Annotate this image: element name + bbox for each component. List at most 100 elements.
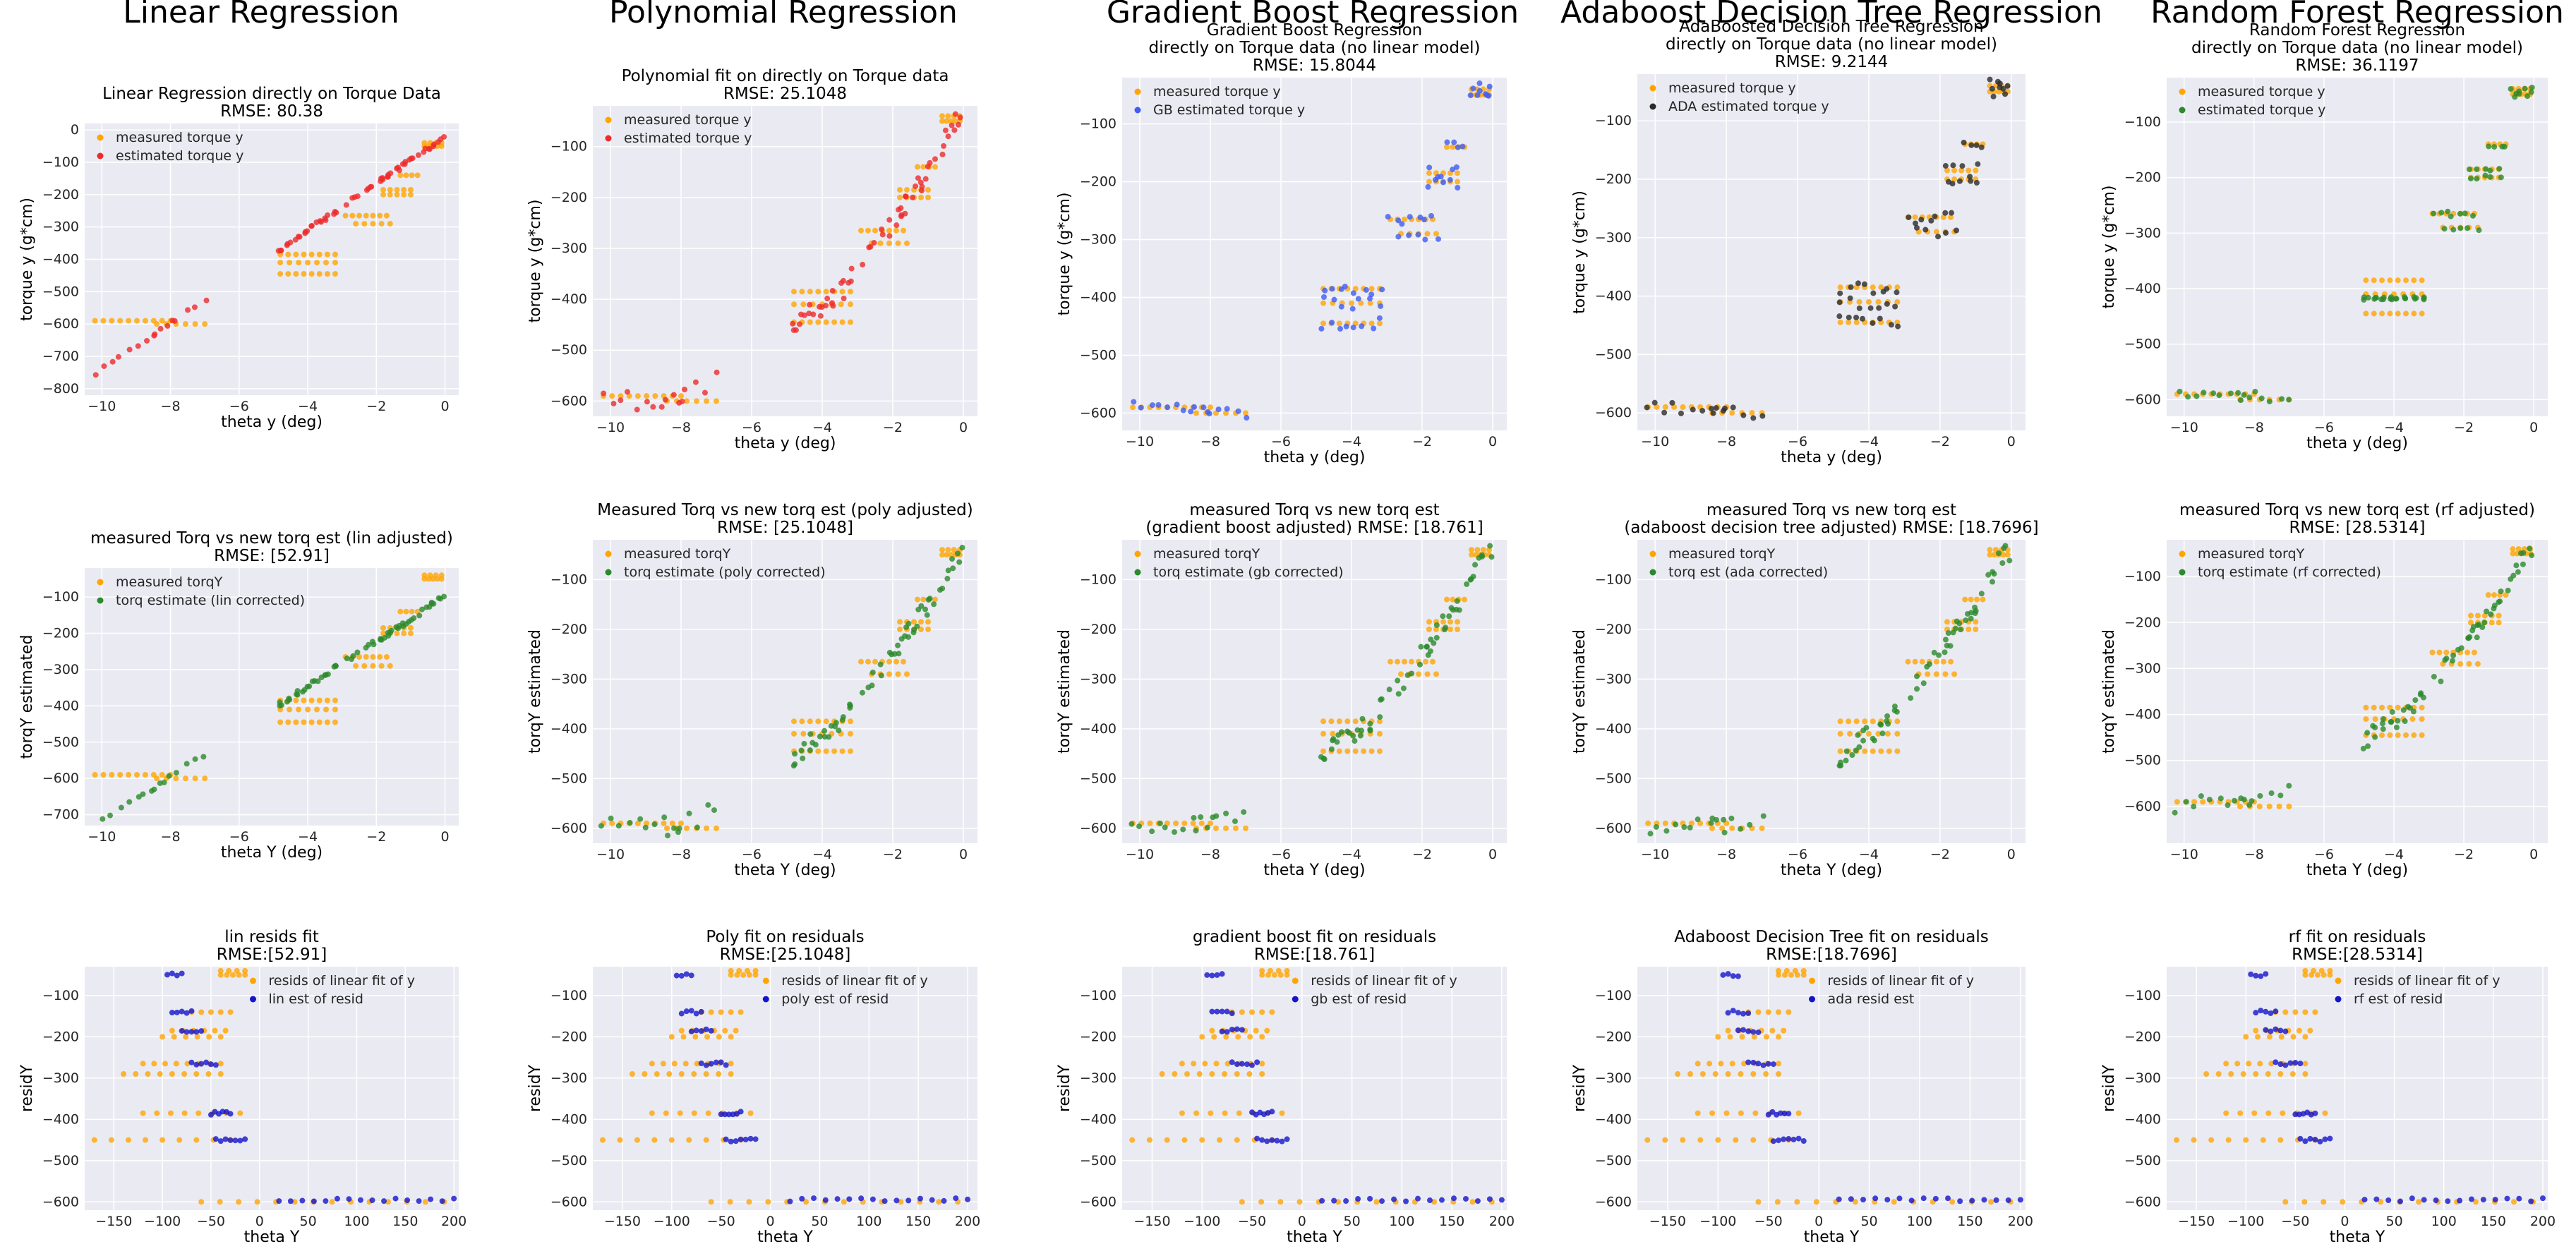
legend-marker [250,977,256,984]
data-point-blue [1447,176,1453,183]
data-point-orange [1269,1009,1275,1015]
data-point-red [415,152,421,158]
data-point-red [910,194,916,200]
data-point-orange [308,697,315,704]
data-point-dark_blue [2445,1198,2451,1204]
data-point-orange [714,398,719,404]
data-point-orange [2266,803,2273,809]
data-point-orange [1894,298,1901,305]
data-point-orange [1358,300,1364,306]
data-point-red [618,397,624,404]
data-point-blue [1138,404,1144,411]
data-point-orange [2416,1199,2422,1205]
data-point-green [2469,212,2476,219]
data-point-green [1991,571,1997,577]
data-point-red [949,122,955,128]
legend-label: measured torque y [2198,84,2325,99]
data-point-red [152,331,158,337]
data-point-orange [1974,596,1980,603]
data-point-orange [1469,552,1474,558]
data-point-orange [1948,214,1954,220]
y-tick-label: −300 [2124,660,2161,676]
x-axis-label: theta Y (deg) [2306,862,2408,879]
data-point-orange [2302,1061,2309,1067]
data-point-dark_blue [2480,1197,2486,1203]
data-point-dark_blue [1776,1137,1781,1144]
x-tick-label: −100 [1184,1214,1220,1229]
data-point-dark_blue [1219,1028,1225,1034]
x-tick-label: −50 [707,1214,735,1229]
data-point-dark_blue [2397,1198,2404,1204]
data-point-orange [1193,410,1199,416]
data-point-orange [378,221,385,227]
data-point-dark_blue [2297,1135,2304,1142]
data-point-green [2479,624,2486,630]
x-tick-label: −8 [161,399,181,414]
x-tick-label: −8 [671,420,691,435]
data-point-orange [694,1061,700,1067]
data-point-orange [1320,730,1326,737]
data-point-dark_blue [1770,1061,1776,1068]
data-point-blue [1359,323,1365,330]
data-point-orange [1264,1027,1270,1034]
data-point-green [1908,695,1914,701]
data-point-orange [2203,1071,2210,1077]
data-point-orange [2208,1137,2215,1143]
data-point-green [2206,797,2213,803]
y-tick-label: −400 [1080,289,1117,305]
data-point-orange [2411,732,2417,738]
data-point-green [2361,296,2367,303]
data-point-orange [803,1199,809,1205]
data-point-red [848,265,855,272]
data-point-dark_blue [693,1027,699,1034]
data-point-red [396,167,402,174]
data-point-orange [1783,967,1790,974]
data-point-orange [1455,626,1460,632]
data-point-red [886,233,893,239]
data-point-orange [142,318,148,324]
data-point-blue [1337,325,1344,332]
data-point-orange [2000,552,2006,558]
data-point-orange [1259,1009,1265,1015]
data-point-green [1945,630,1951,636]
data-point-blue [1155,401,1162,408]
data-point-green [2467,176,2474,182]
y-tick-label: −500 [2124,1153,2161,1169]
chart-r1c2: −10 −8 −6 −4 −2 0−100−200−300−400−500−600Poly… [526,67,977,452]
x-tick-label: −8 [1716,847,1736,862]
data-point-green [2445,208,2451,215]
y-axis-label: torqY estimated [2100,629,2118,754]
data-point-green [2400,707,2407,713]
data-point-orange [1184,1071,1191,1077]
data-point-orange [1426,626,1432,632]
data-point-orange [1933,229,1939,235]
data-point-orange [1296,1199,1303,1205]
data-point-dark_blue [2292,1111,2299,1118]
data-point-orange [1426,179,1432,185]
data-point-red [898,205,904,211]
y-tick-label: −500 [1080,771,1117,786]
data-point-orange [1336,718,1342,725]
data-point-green [2417,692,2424,698]
data-point-green [1963,617,1969,624]
legend-marker [605,116,612,123]
data-point-orange [202,775,208,782]
data-point-orange [1462,596,1467,603]
data-point-green [2185,394,2191,400]
legend-label: rf est of resid [2354,991,2443,1007]
plot-area [593,106,977,416]
legend-marker [605,550,612,557]
data-point-black [1895,323,1901,330]
data-point-black [1870,320,1876,326]
data-point-black [1956,178,1963,184]
data-point-orange [904,671,910,677]
x-tick-label: −150 [604,1214,641,1229]
data-point-orange [609,393,615,399]
data-point-green [2388,719,2395,725]
data-point-orange [1328,718,1335,725]
data-point-green [1400,685,1407,692]
y-tick-label: −200 [1595,1029,1632,1044]
y-tick-label: −600 [1080,1194,1117,1209]
y-tick-label: −400 [1080,721,1117,737]
data-point-green [1721,816,1727,823]
